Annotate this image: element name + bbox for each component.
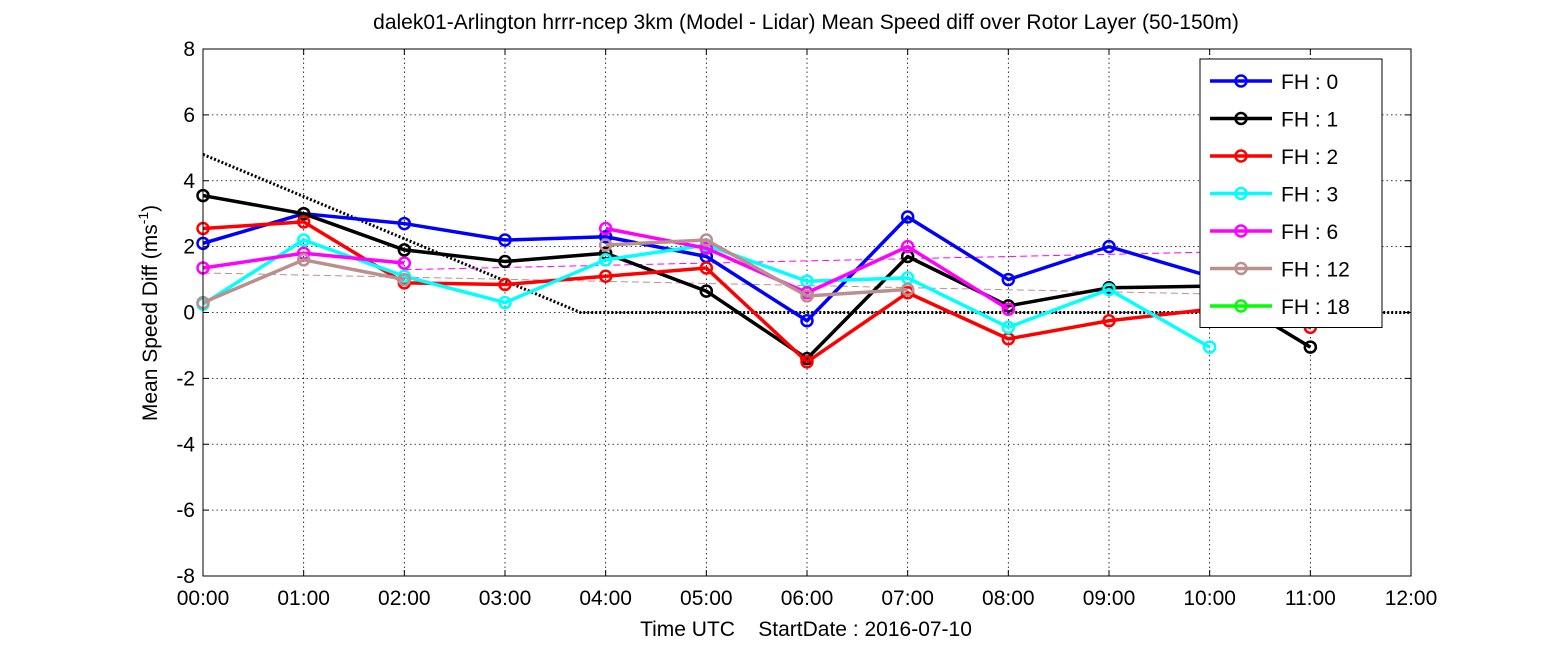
x-tick-label: 03:00	[479, 587, 532, 610]
legend-marker	[1234, 186, 1248, 201]
legend-label: FH : 2	[1281, 146, 1338, 169]
y-axis-label-end: )	[139, 205, 162, 212]
x-tick-label: 07:00	[881, 587, 934, 610]
data-point	[1102, 313, 1116, 328]
data-point	[498, 254, 512, 269]
data-point	[598, 221, 613, 236]
series-line	[202, 211, 1211, 323]
series-1	[196, 188, 1318, 366]
y-tick-label: 0	[183, 302, 195, 325]
legend-label: FH : 1	[1281, 109, 1338, 132]
data-point	[397, 243, 412, 257]
legend-label: FH : 0	[1281, 71, 1338, 94]
data-point	[296, 215, 311, 229]
y-axis-label: Mean Speed Diff (ms-1)	[135, 205, 162, 421]
data-point	[1102, 239, 1116, 254]
series-line	[202, 220, 1311, 364]
series-2	[196, 215, 1318, 369]
legend-label: FH : 6	[1281, 221, 1338, 244]
data-point	[598, 229, 613, 244]
data-point	[498, 233, 512, 247]
data-point	[296, 206, 311, 221]
data-point	[1303, 340, 1318, 354]
y-tick-label: 8	[183, 38, 195, 61]
series-lines	[196, 188, 1318, 369]
data-point	[397, 256, 412, 270]
legend-marker	[1234, 111, 1248, 126]
series-line	[605, 238, 908, 298]
legend-marker	[1234, 299, 1248, 313]
x-axis: 00:00 01:00 02:00 03:00 04:00 05:00 06:00 07:00…	[177, 49, 1438, 610]
legend-label: FH : 3	[1281, 184, 1338, 207]
y-tick-label: -8	[176, 565, 195, 588]
data-point	[900, 282, 915, 297]
data-point	[699, 284, 714, 298]
legend-marker	[1234, 261, 1248, 276]
x-tick-label: 01:00	[277, 587, 330, 610]
y-axis: -8 -6 -4 -2 0 2 4 6 8	[176, 38, 1411, 588]
x-tick-label: 00:00	[177, 587, 230, 610]
data-point	[900, 210, 915, 224]
data-point	[598, 253, 613, 267]
data-point	[1202, 340, 1217, 354]
y-tick-label: -6	[176, 499, 195, 522]
x-tick-label: 11:00	[1285, 587, 1336, 610]
legend-label: FH : 18	[1281, 296, 1350, 319]
y-axis-label-superscript: -1	[135, 212, 151, 225]
series-line	[202, 193, 1312, 361]
y-tick-label: 2	[183, 236, 195, 259]
x-tick-label: 06:00	[781, 587, 834, 610]
data-point	[800, 355, 814, 369]
data-point	[397, 272, 412, 287]
data-point	[900, 239, 915, 254]
y-axis-label-text: Mean Speed Diff (ms	[139, 224, 162, 421]
y-tick-label: -4	[176, 433, 195, 456]
trend-line	[404, 249, 1311, 271]
data-point	[800, 313, 814, 328]
legend-label: FH : 12	[1281, 259, 1350, 282]
series-0	[196, 206, 1217, 328]
trend-lines	[202, 153, 1411, 314]
x-tick-label: 05:00	[680, 587, 733, 610]
data-point	[498, 277, 512, 292]
x-tick-label: 08:00	[982, 587, 1035, 610]
chart-title: dalek01-Arlington hrrr-ncep 3km (Model -…	[373, 11, 1239, 34]
data-point	[598, 269, 613, 284]
y-tick-label: -2	[176, 367, 195, 390]
legend: FH : 0 FH : 1 FH : 2 FH : 3 FH : 6 FH : 12 FH …	[1199, 58, 1383, 328]
y-tick-label: 4	[183, 170, 195, 193]
data-point	[699, 233, 714, 247]
data-point	[800, 289, 814, 303]
data-point	[1001, 272, 1016, 287]
x-tick-label: 09:00	[1083, 587, 1136, 610]
legend-marker	[1234, 224, 1248, 238]
trend-line	[202, 153, 1411, 314]
data-point	[1001, 320, 1016, 335]
x-tick-label: 04:00	[579, 587, 632, 610]
data-point	[397, 216, 412, 231]
x-tick-label: 10:00	[1183, 587, 1236, 610]
legend-marker	[1234, 74, 1248, 88]
data-point	[1001, 302, 1016, 316]
data-point	[1102, 282, 1116, 297]
x-axis-label: Time UTC StartDate : 2016-07-10	[640, 618, 972, 641]
data-point	[699, 261, 714, 275]
data-point	[498, 295, 512, 310]
legend-marker	[1234, 149, 1248, 163]
trend-line	[202, 272, 1311, 297]
series-line	[202, 258, 405, 305]
data-point	[699, 241, 714, 256]
x-tick-label: 12:00	[1385, 587, 1438, 610]
data-point	[296, 233, 311, 247]
data-point	[598, 238, 613, 252]
data-point	[296, 253, 311, 267]
y-tick-label: 6	[183, 104, 195, 127]
x-tick-label: 02:00	[378, 587, 431, 610]
